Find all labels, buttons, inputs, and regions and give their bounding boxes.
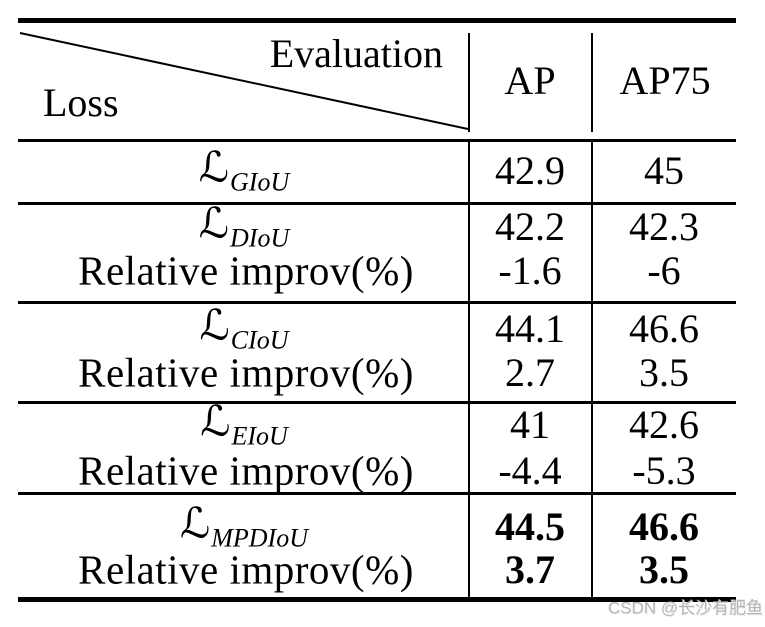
row-divider-4 xyxy=(18,492,736,495)
mpdiou-ap75-value: 46.6 xyxy=(629,504,699,549)
row-divider-1 xyxy=(18,202,736,205)
eiou-improv-ap-value: -4.4 xyxy=(498,448,562,493)
mpdiou-loss-symbol: ℒ xyxy=(179,498,211,548)
header-bottom-rule xyxy=(18,139,736,142)
giou-ap-value: 42.9 xyxy=(495,148,565,193)
header-col-ap75: AP75 xyxy=(619,58,711,103)
eiou-loss-label: ℒEIoU xyxy=(200,400,288,451)
header-loss-label: Loss xyxy=(43,80,119,125)
header-diagonal-line xyxy=(19,32,469,130)
csdn-watermark: CSDN @长沙有肥鱼 xyxy=(607,598,763,618)
diou-ap75-value: 42.3 xyxy=(629,204,699,249)
ciou-loss-symbol: ℒ xyxy=(199,300,230,350)
diou-improv-ap75-value: -6 xyxy=(647,248,681,293)
ciou-ap-value: 44.1 xyxy=(495,306,565,351)
row-divider-2 xyxy=(18,301,736,304)
mpdiou-improv-ap75-value: 3.5 xyxy=(639,547,689,592)
ciou-loss-label: ℒCIoU xyxy=(199,304,289,355)
mpdiou-improv-ap-value: 3.7 xyxy=(505,547,555,592)
body-col-separator-1 xyxy=(468,142,470,597)
eiou-ap-value: 41 xyxy=(510,402,550,447)
diou-ap-value: 42.2 xyxy=(495,204,565,249)
ciou-ap75-value: 46.6 xyxy=(629,306,699,351)
ciou-loss-subscript: CIoU xyxy=(230,325,289,355)
giou-loss-label: ℒGIoU xyxy=(199,146,290,197)
mpdiou-ap-value: 44.5 xyxy=(495,504,565,549)
ciou-improv-label: Relative improv(%) xyxy=(78,349,414,396)
mpdiou-improv-label: Relative improv(%) xyxy=(78,546,414,593)
ciou-improv-ap75-value: 3.5 xyxy=(639,350,689,395)
row-divider-3 xyxy=(18,401,736,404)
eiou-ap75-value: 42.6 xyxy=(629,402,699,447)
eiou-loss-subscript: EIoU xyxy=(231,421,288,451)
eiou-improv-ap75-value: -5.3 xyxy=(632,448,696,493)
diou-loss-label: ℒDIoU xyxy=(199,202,290,253)
header-col-ap: AP xyxy=(504,58,556,103)
table-bottom-rule xyxy=(18,597,736,602)
eiou-improv-label: Relative improv(%) xyxy=(78,447,414,494)
header-col-separator-1 xyxy=(468,33,470,132)
diou-improv-ap-value: -1.6 xyxy=(498,248,562,293)
diou-loss-symbol: ℒ xyxy=(198,198,230,248)
mpdiou-loss-label: ℒMPDIoU xyxy=(180,502,309,553)
diou-improv-label: Relative improv(%) xyxy=(78,247,414,294)
table-top-rule xyxy=(18,18,736,23)
header-evaluation-label: Evaluation xyxy=(269,31,443,76)
giou-loss-symbol: ℒ xyxy=(198,142,230,192)
body-col-separator-2 xyxy=(591,142,593,597)
diou-loss-subscript: DIoU xyxy=(230,223,290,253)
giou-loss-subscript: GIoU xyxy=(230,167,290,197)
eiou-loss-symbol: ℒ xyxy=(200,396,231,446)
giou-ap75-value: 45 xyxy=(644,148,684,193)
mpdiou-loss-subscript: MPDIoU xyxy=(211,523,309,553)
ciou-improv-ap-value: 2.7 xyxy=(505,350,555,395)
header-col-separator-2 xyxy=(591,33,593,132)
